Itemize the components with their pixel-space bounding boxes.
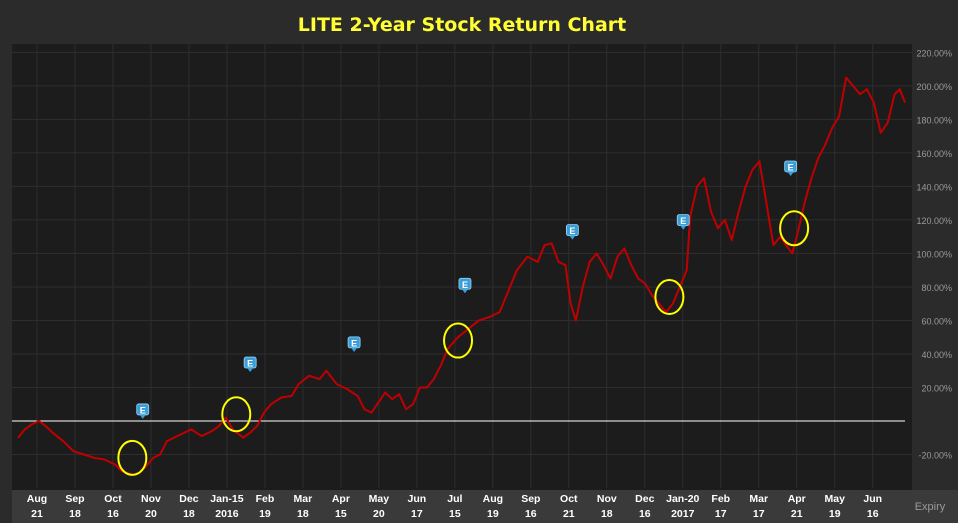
earnings-marker-label: E bbox=[680, 216, 686, 226]
highlight-circle bbox=[443, 322, 474, 359]
series-layer bbox=[17, 76, 906, 476]
x-tick-label-bottom: 16 bbox=[867, 508, 879, 520]
y-tick-label: 220.00% bbox=[916, 48, 952, 58]
x-tick-label-bottom: 18 bbox=[69, 508, 81, 520]
x-tick-label-bottom: 19 bbox=[487, 508, 499, 520]
highlight-circle bbox=[654, 278, 685, 315]
x-tick-label-bottom: 20 bbox=[373, 508, 385, 520]
highlight-circle bbox=[221, 396, 252, 433]
earnings-marker-label: E bbox=[569, 226, 575, 236]
x-tick-label-top: Aug bbox=[27, 493, 47, 505]
x-tick-label-bottom: 17 bbox=[753, 508, 765, 520]
x-tick-label-top: Mar bbox=[749, 493, 768, 505]
y-tick-label: -20.00% bbox=[918, 450, 952, 460]
plot-area bbox=[12, 44, 912, 490]
earnings-markers: E E E E E E E bbox=[136, 160, 798, 419]
x-tick-label-bottom: 16 bbox=[107, 508, 119, 520]
x-tick-label-top: Nov bbox=[597, 493, 617, 505]
earnings-marker-pointer bbox=[680, 225, 687, 230]
earnings-marker[interactable]: E bbox=[347, 336, 361, 352]
x-axis-name: Expiry bbox=[915, 501, 946, 513]
x-tick-label-top: Feb bbox=[711, 493, 730, 505]
x-tick-label-bottom: 21 bbox=[31, 508, 43, 520]
y-axis: -20.00% 20.00% 40.00% 60.00% 80.00% 100.00% 12… bbox=[916, 48, 952, 460]
x-tick-label-top: Jun bbox=[863, 493, 882, 505]
x-tick-label-bottom: 18 bbox=[601, 508, 613, 520]
y-tick-label: 160.00% bbox=[916, 149, 952, 159]
y-tick-label: 200.00% bbox=[916, 82, 952, 92]
x-tick-label-top: Oct bbox=[104, 493, 122, 505]
x-tick-label-bottom: 21 bbox=[791, 508, 803, 520]
earnings-marker[interactable]: E bbox=[565, 224, 579, 240]
x-tick-label-top: Oct bbox=[560, 493, 578, 505]
x-tick-label-top: Apr bbox=[332, 493, 350, 505]
x-tick-label-top: Sep bbox=[65, 493, 84, 505]
y-tick-label: 120.00% bbox=[916, 216, 952, 226]
earnings-marker[interactable]: E bbox=[243, 356, 257, 373]
earnings-marker-label: E bbox=[351, 338, 357, 348]
earnings-marker-pointer bbox=[247, 368, 254, 373]
x-tick-label-bottom: 16 bbox=[525, 508, 537, 520]
y-tick-label: 140.00% bbox=[916, 182, 952, 192]
earnings-marker-pointer bbox=[351, 347, 358, 352]
x-tick-label-bottom: 17 bbox=[411, 508, 423, 520]
x-tick-label-bottom: 15 bbox=[449, 508, 461, 520]
earnings-marker-pointer bbox=[139, 414, 146, 419]
highlight-circle bbox=[117, 439, 148, 476]
y-tick-label: 80.00% bbox=[921, 283, 952, 293]
y-tick-label: 100.00% bbox=[916, 249, 952, 259]
grid-layer bbox=[12, 44, 912, 488]
y-tick-label: 40.00% bbox=[921, 350, 952, 360]
chart-title: LITE 2-Year Stock Return Chart bbox=[298, 14, 626, 36]
x-tick-label-top: Aug bbox=[483, 493, 503, 505]
series-line bbox=[17, 76, 906, 476]
x-tick-label-top: Jan-15 bbox=[210, 493, 243, 505]
x-tick-label-top: Mar bbox=[294, 493, 313, 505]
earnings-marker-label: E bbox=[140, 405, 146, 415]
earnings-marker[interactable]: E bbox=[784, 160, 798, 176]
earnings-marker-label: E bbox=[788, 162, 794, 172]
x-tick-label-bottom: 18 bbox=[183, 508, 195, 520]
earnings-marker[interactable]: E bbox=[676, 214, 690, 230]
x-tick-label-top: Sep bbox=[521, 493, 540, 505]
earnings-marker-pointer bbox=[461, 289, 468, 294]
y-tick-label: 60.00% bbox=[921, 316, 952, 326]
earnings-marker-pointer bbox=[787, 171, 794, 176]
x-tick-label-bottom: 21 bbox=[563, 508, 575, 520]
earnings-marker[interactable]: E bbox=[458, 277, 472, 294]
highlight-circles bbox=[117, 210, 810, 476]
x-tick-label-bottom: 19 bbox=[259, 508, 271, 520]
x-tick-label-top: May bbox=[825, 493, 846, 505]
x-tick-label-top: Jul bbox=[447, 493, 462, 505]
x-tick-label-bottom: 18 bbox=[297, 508, 309, 520]
x-tick-label-top: Jun bbox=[408, 493, 427, 505]
x-tick-label-top: Nov bbox=[141, 493, 161, 505]
x-tick-label-top: Dec bbox=[635, 493, 654, 505]
x-tick-label-top: Apr bbox=[788, 493, 806, 505]
x-axis: Aug21Sep18Oct16Nov20Dec18Jan-152016Feb19… bbox=[27, 493, 882, 520]
x-tick-label-bottom: 17 bbox=[715, 508, 727, 520]
earnings-marker-label: E bbox=[247, 359, 253, 369]
earnings-marker-label: E bbox=[462, 280, 468, 290]
x-axis-bar bbox=[12, 490, 958, 523]
x-tick-label-bottom: 2016 bbox=[215, 508, 239, 520]
earnings-marker-pointer bbox=[569, 235, 576, 240]
x-tick-label-top: Feb bbox=[256, 493, 275, 505]
x-tick-label-bottom: 16 bbox=[639, 508, 651, 520]
x-tick-label-bottom: 15 bbox=[335, 508, 347, 520]
earnings-marker[interactable]: E bbox=[136, 403, 150, 419]
x-tick-label-top: Jan-20 bbox=[666, 493, 699, 505]
y-tick-label: 20.00% bbox=[921, 383, 952, 393]
y-tick-label: 180.00% bbox=[916, 115, 952, 125]
highlight-circle bbox=[779, 210, 810, 247]
x-tick-label-top: May bbox=[369, 493, 390, 505]
x-tick-label-bottom: 20 bbox=[145, 508, 157, 520]
x-tick-label-bottom: 2017 bbox=[671, 508, 695, 520]
x-tick-label-top: Dec bbox=[179, 493, 198, 505]
x-tick-label-bottom: 19 bbox=[829, 508, 841, 520]
